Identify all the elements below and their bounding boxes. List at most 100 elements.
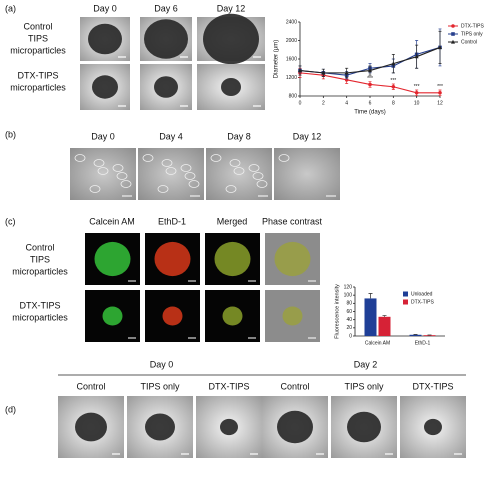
spheroid	[347, 411, 381, 443]
point	[451, 24, 455, 28]
column-header: DTX-TIPS	[412, 381, 453, 391]
significance-label: ***	[390, 78, 396, 84]
column-header: Control	[280, 381, 309, 391]
spheroid	[222, 306, 243, 326]
spheroid	[277, 410, 313, 444]
spheroid	[424, 418, 442, 436]
panel-label: (c)	[5, 216, 16, 226]
point	[368, 68, 372, 73]
spheroid	[221, 78, 241, 96]
error-bar	[382, 315, 387, 317]
cell	[233, 167, 245, 175]
legend-swatch	[403, 299, 408, 305]
significance-label: ***	[414, 84, 420, 90]
cell	[116, 172, 128, 180]
cell	[161, 159, 173, 167]
column-header: Day 0	[91, 131, 115, 141]
point	[391, 84, 396, 89]
spheroid	[144, 19, 188, 59]
cell	[74, 154, 86, 162]
cell	[97, 167, 109, 175]
cell	[93, 159, 105, 167]
y-tick-label: 1600	[286, 56, 297, 62]
significance-label: ***	[367, 76, 373, 82]
cell	[188, 180, 200, 188]
point	[451, 32, 455, 36]
y-tick-label: 100	[344, 292, 353, 298]
spheroid	[203, 13, 259, 65]
significance-label: ***	[437, 84, 443, 90]
y-tick-label: 60	[346, 309, 352, 315]
spheroid	[94, 241, 131, 277]
panel-label: (d)	[5, 404, 16, 414]
x-tick-label: 2	[322, 100, 325, 106]
point	[321, 70, 326, 75]
column-header: Calcein AM	[89, 216, 135, 226]
point	[414, 90, 419, 95]
x-tick-label: 12	[437, 100, 443, 106]
column-header: Day 12	[293, 131, 322, 141]
y-tick-label: 2400	[286, 19, 297, 25]
column-header: EthD-1	[158, 216, 186, 226]
spheroid	[274, 241, 311, 277]
row-label: TIPS	[30, 254, 50, 264]
micrograph	[274, 148, 340, 200]
cell	[120, 180, 132, 188]
column-header: Control	[76, 381, 105, 391]
cell	[142, 154, 154, 162]
cell	[180, 164, 192, 172]
cell	[256, 180, 268, 188]
row-label: microparticles	[10, 82, 66, 92]
spheroid	[102, 306, 123, 326]
column-header: DTX-TIPS	[208, 381, 249, 391]
row-label: TIPS	[28, 33, 48, 43]
column-header: Phase contrast	[262, 216, 323, 226]
row-label: Control	[23, 21, 52, 31]
legend-label: DTX-TIPS	[461, 23, 484, 29]
x-tick-label: EthD-1	[415, 340, 431, 346]
spheroid	[145, 413, 175, 441]
cell	[184, 172, 196, 180]
y-tick-label: 0	[349, 333, 352, 339]
y-tick-label: 800	[289, 93, 298, 99]
point	[344, 70, 349, 75]
point	[438, 90, 442, 95]
legend-label: Unloaded	[411, 291, 433, 297]
x-tick-label: 6	[369, 100, 372, 106]
y-tick-label: 20	[346, 325, 352, 331]
group-header: Day 0	[150, 359, 174, 369]
x-tick-label: 10	[414, 100, 420, 106]
cell	[278, 154, 290, 162]
bar	[364, 298, 377, 336]
row-label: microparticles	[12, 266, 68, 276]
x-tick-label: 0	[299, 100, 302, 106]
row-label: DTX-TIPS	[17, 70, 58, 80]
panel-label: (b)	[5, 129, 16, 139]
point	[298, 68, 302, 73]
micrograph	[138, 148, 204, 200]
cell	[165, 167, 177, 175]
legend-label: Control	[461, 39, 477, 45]
spheroid	[220, 418, 238, 436]
column-header: Merged	[217, 216, 248, 226]
cell	[229, 159, 241, 167]
column-header: Day 0	[93, 3, 117, 13]
row-label: microparticles	[12, 312, 68, 322]
point	[391, 61, 396, 66]
y-tick-label: 80	[346, 301, 352, 307]
spheroid	[162, 306, 183, 326]
column-header: TIPS only	[140, 381, 180, 391]
x-axis-label: Time (days)	[354, 110, 385, 116]
column-header: TIPS only	[344, 381, 384, 391]
column-header: Day 12	[217, 3, 246, 13]
y-tick-label: 1200	[286, 75, 297, 81]
column-header: Day 8	[227, 131, 251, 141]
y-tick-label: 120	[344, 284, 353, 290]
legend-label: DTX-TIPS	[411, 299, 434, 305]
point	[438, 45, 442, 50]
legend-swatch	[403, 291, 408, 297]
bar	[409, 334, 422, 336]
column-header: Day 6	[154, 3, 178, 13]
spheroid	[92, 75, 118, 99]
